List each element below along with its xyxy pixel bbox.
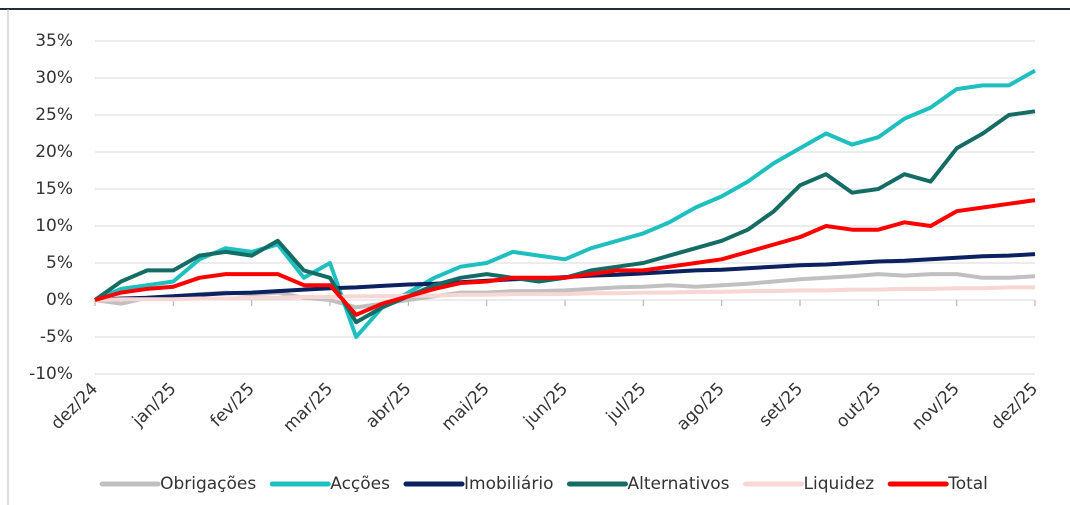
x-tick-label: dez/25: [987, 379, 1042, 434]
y-tick-label: 10%: [35, 216, 73, 236]
y-tick-label: -5%: [40, 327, 73, 347]
y-tick-label: 25%: [35, 105, 73, 125]
legend-label: Liquidez: [804, 474, 875, 494]
y-tick-label: 20%: [35, 142, 73, 162]
legend: Obrigações Acções Imobiliário Alternativos L…: [99, 474, 988, 494]
y-tick-label: 35%: [35, 31, 73, 51]
series-line: [94, 198, 1036, 317]
x-tick-label: ago/25: [673, 379, 729, 435]
y-tick-label: -10%: [29, 364, 73, 384]
x-tick-label: mai/25: [438, 379, 494, 435]
x-tick-label: set/25: [755, 379, 807, 431]
x-tick-label: jul/25: [602, 379, 651, 428]
legend-label: Obrigações: [160, 474, 256, 494]
legend-label: Total: [947, 474, 988, 494]
legend-label: Imobiliário: [464, 474, 553, 494]
legend-label: Acções: [330, 474, 390, 494]
x-tick-label: jun/25: [519, 379, 572, 432]
x-tick-label: out/25: [832, 379, 885, 432]
y-tick-label: 0%: [46, 290, 73, 310]
series-line: [94, 68, 1036, 339]
legend-label: Alternativos: [627, 474, 729, 494]
y-tick-label: 5%: [46, 253, 73, 273]
x-tick-label: dez/24: [47, 379, 102, 434]
x-tick-label: nov/25: [908, 379, 964, 435]
series-line: [94, 285, 1035, 302]
x-tick-label: jan/25: [128, 379, 181, 432]
x-tick-label: fev/25: [207, 379, 259, 431]
y-tick-label: 15%: [35, 179, 73, 199]
x-tick-label: abr/25: [362, 379, 415, 432]
x-tick-label: mar/25: [280, 379, 338, 437]
y-tick-label: 30%: [35, 68, 73, 88]
